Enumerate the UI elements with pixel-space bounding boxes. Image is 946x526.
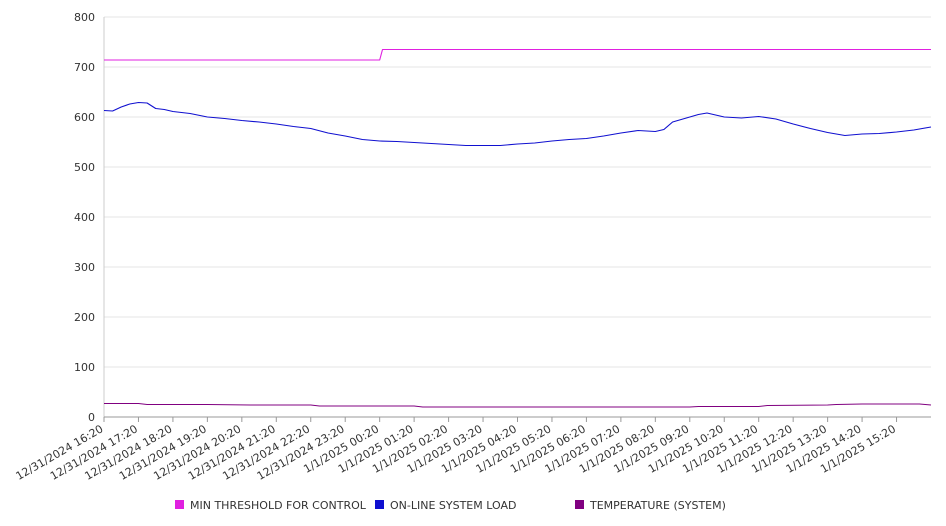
series-lines	[103, 48, 932, 408]
legend-swatch	[575, 500, 584, 509]
y-tick-label: 500	[74, 161, 95, 174]
y-tick-label: 600	[74, 111, 95, 124]
y-tick-label: 400	[74, 211, 95, 224]
legend-label: ON-LINE SYSTEM LOAD	[390, 499, 516, 512]
series-line-2	[103, 101, 932, 147]
series-line-3	[104, 402, 932, 408]
legend-swatch	[175, 500, 184, 509]
y-tick-label: 100	[74, 361, 95, 374]
legend: MIN THRESHOLD FOR CONTROL ON-LINE SYSTEM …	[175, 499, 726, 512]
legend-label: MIN THRESHOLD FOR CONTROL	[190, 499, 367, 512]
legend-item[interactable]: TEMPERATURE (SYSTEM)	[575, 499, 726, 512]
legend-label: TEMPERATURE (SYSTEM)	[589, 499, 726, 512]
y-tick-label: 700	[74, 61, 95, 74]
legend-item[interactable]: MIN THRESHOLD FOR CONTROL	[175, 499, 367, 512]
y-tick-label: 800	[74, 11, 95, 24]
y-tick-label: 200	[74, 311, 95, 324]
series-line-1	[104, 48, 931, 61]
y-tick-label: 300	[74, 261, 95, 274]
legend-item[interactable]: ON-LINE SYSTEM LOAD	[375, 499, 516, 512]
y-tick-label: 0	[88, 411, 95, 424]
legend-swatch	[375, 500, 384, 509]
gridlines	[104, 16, 931, 368]
